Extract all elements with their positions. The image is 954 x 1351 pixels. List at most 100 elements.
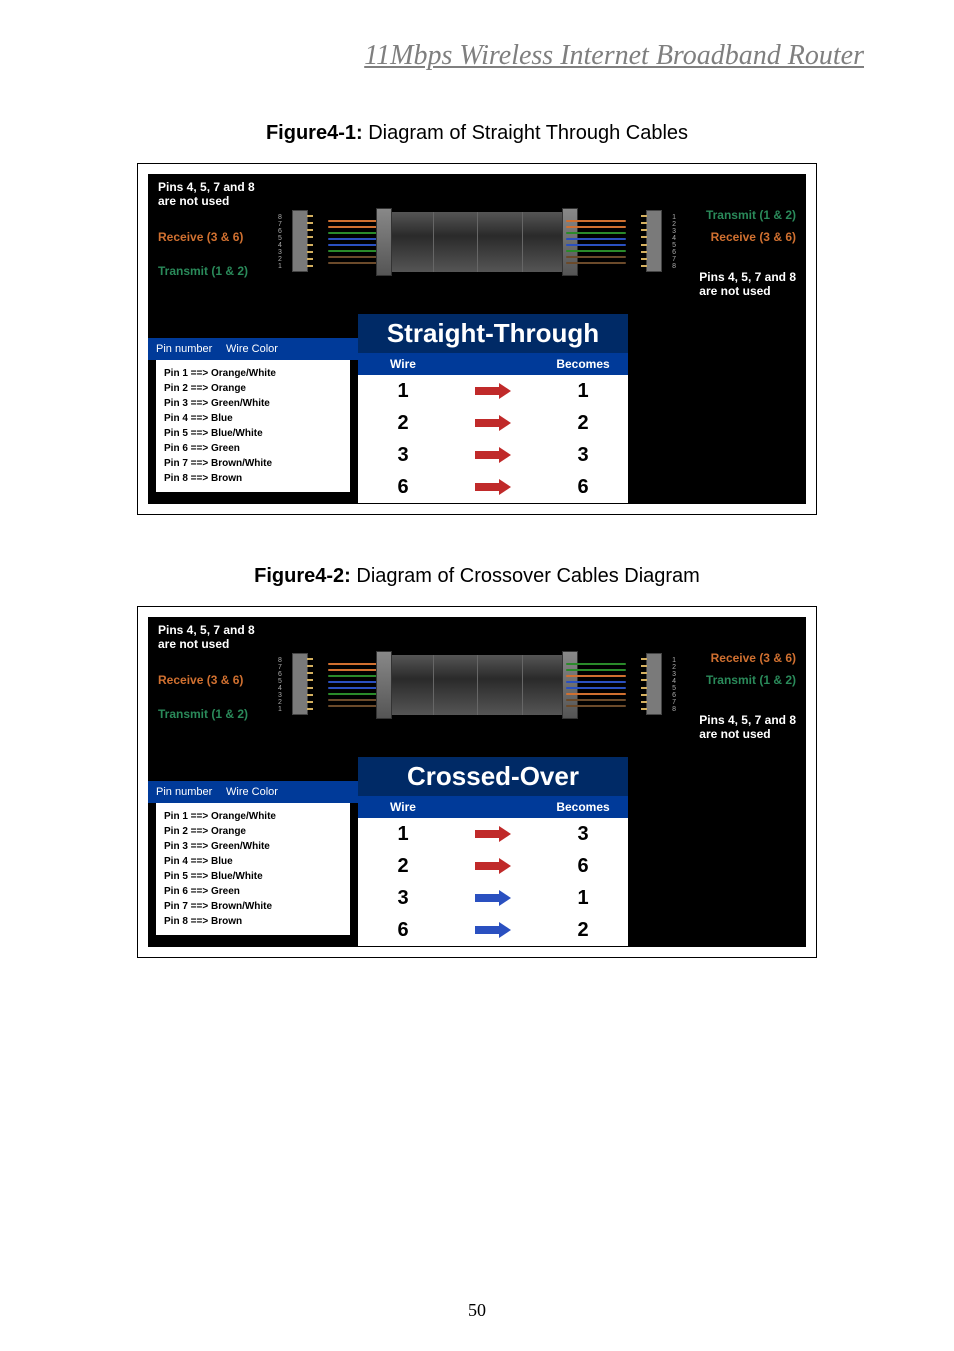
th-wire: Wire: [358, 800, 448, 814]
clamp-icon: [376, 208, 392, 276]
arrow-icon: [475, 892, 511, 904]
fig2-left-pins-label: Pins 4, 5, 7 and 8 are not used: [158, 623, 255, 651]
cell-wire: 6: [358, 476, 448, 499]
cell-wire: 2: [358, 855, 448, 878]
pin-list-item: Pin 7 ==> Brown/White: [164, 899, 342, 914]
figure1-caption-bold: Figure4-1:: [266, 122, 363, 144]
fig1-left-receive-label: Receive (3 & 6): [158, 230, 243, 244]
table-row: 22: [358, 407, 628, 439]
pin-list-item: Pin 6 ==> Green: [164, 441, 342, 456]
fig2-table: Crossed-Over Wire Becomes 13263162: [358, 757, 628, 947]
pin-header-col1: Pin number: [156, 343, 226, 355]
arrow-icon: [475, 924, 511, 936]
fig1-left-pins-label: Pins 4, 5, 7 and 8 are not used: [158, 180, 255, 208]
rj45-left-icon: [292, 210, 308, 272]
pin-list-item: Pin 1 ==> Orange/White: [164, 809, 342, 824]
pin-list-item: Pin 5 ==> Blue/White: [164, 869, 342, 884]
cell-becomes: 3: [538, 823, 628, 846]
fig2-right-fill: [628, 757, 806, 947]
clamp-icon: [376, 651, 392, 719]
cell-becomes: 6: [538, 855, 628, 878]
cell-becomes: 2: [538, 412, 628, 435]
fig2-pin-header: Pin number Wire Color: [148, 781, 358, 803]
figure2-caption-bold: Figure4-2:: [254, 565, 351, 587]
fig1-table-header: Wire Becomes: [358, 353, 628, 375]
fig1-table-rows: 11223366: [358, 375, 628, 503]
table-row: 62: [358, 914, 628, 946]
th-wire: Wire: [358, 357, 448, 371]
arrow-icon: [475, 828, 511, 840]
fig1-right-fill: [628, 314, 806, 504]
fig1-pin-header: Pin number Wire Color: [148, 338, 358, 360]
cell-wire: 1: [358, 823, 448, 846]
figure1-inner: Pins 4, 5, 7 and 8 are not used Receive …: [148, 174, 806, 504]
cable-jacket-icon: [388, 655, 566, 715]
rj45-left-icon: [292, 653, 308, 715]
fig2-left-transmit-label: Transmit (1 & 2): [158, 707, 248, 721]
page-number: 50: [0, 1300, 954, 1321]
figure2-frame: Pins 4, 5, 7 and 8 are not used Receive …: [137, 606, 817, 958]
arrow-icon: [475, 417, 511, 429]
fig2-pin-list: Pin 1 ==> Orange/WhitePin 2 ==> OrangePi…: [156, 803, 350, 935]
figure1-frame: Pins 4, 5, 7 and 8 are not used Receive …: [137, 163, 817, 515]
cell-wire: 3: [358, 444, 448, 467]
fig2-right-pins-label: Pins 4, 5, 7 and 8 are not used: [699, 713, 796, 741]
cell-becomes: 1: [538, 887, 628, 910]
fig1-section-title: Straight-Through: [358, 314, 628, 353]
fig1-table: Straight-Through Wire Becomes 11223366: [358, 314, 628, 504]
fig2-table-rows: 13263162: [358, 818, 628, 946]
arrow-icon: [475, 385, 511, 397]
table-row: 31: [358, 882, 628, 914]
cell-wire: 2: [358, 412, 448, 435]
fig2-left-receive-label: Receive (3 & 6): [158, 673, 243, 687]
fig2-cable: [328, 655, 626, 715]
cell-becomes: 2: [538, 919, 628, 942]
fig1-right-pins-label: Pins 4, 5, 7 and 8 are not used: [699, 270, 796, 298]
fig1-pin-list: Pin 1 ==> Orange/WhitePin 2 ==> Orange Pi…: [156, 360, 350, 492]
cable-jacket-icon: [388, 212, 566, 272]
pin-header-col2: Wire Color: [226, 343, 278, 355]
pin-list-item: Pin 6 ==> Green: [164, 884, 342, 899]
cell-wire: 1: [358, 380, 448, 403]
fig2-wires-right: [566, 663, 626, 707]
figure2-cable-area: Pins 4, 5, 7 and 8 are not used Receive …: [148, 617, 806, 747]
figure2-inner: Pins 4, 5, 7 and 8 are not used Receive …: [148, 617, 806, 947]
arrow-icon: [475, 481, 511, 493]
pin-list-item: Pin 8 ==> Brown: [164, 914, 342, 929]
pin-list-item: Pin 8 ==> Brown: [164, 471, 342, 486]
pin-list-item: Pin 1 ==> Orange/White: [164, 366, 342, 381]
fig2-bottom: Pin number Wire Color Pin 1 ==> Orange/W…: [148, 757, 806, 947]
fig2-right-pin-numbers: 12345678: [672, 657, 676, 709]
pin-list-item: Pin 4 ==> Blue: [164, 411, 342, 426]
fig2-section-title: Crossed-Over: [358, 757, 628, 796]
cell-becomes: 3: [538, 444, 628, 467]
pin-header-col2: Wire Color: [226, 786, 278, 798]
rj45-right-icon: [646, 653, 662, 715]
header-title: 11Mbps Wireless Internet Broadband Route…: [80, 40, 874, 72]
fig1-bottom: Pin number Wire Color Pin 1 ==> Orange/W…: [148, 314, 806, 504]
table-row: 26: [358, 850, 628, 882]
fig1-right-pin-numbers: 12345678: [672, 214, 676, 266]
figure2-caption-text: Diagram of Crossover Cables Diagram: [351, 565, 700, 587]
fig1-left-pin-numbers: 87654321: [278, 214, 282, 266]
pin-list-item: Pin 5 ==> Blue/White: [164, 426, 342, 441]
pin-list-item: Pin 3 ==> Green/White: [164, 839, 342, 854]
th-becomes: Becomes: [538, 357, 628, 371]
table-row: 66: [358, 471, 628, 503]
document-page: 11Mbps Wireless Internet Broadband Route…: [0, 0, 954, 1351]
table-row: 33: [358, 439, 628, 471]
cell-becomes: 1: [538, 380, 628, 403]
rj45-right-icon: [646, 210, 662, 272]
pin-list-item: Pin 4 ==> Blue: [164, 854, 342, 869]
cell-wire: 6: [358, 919, 448, 942]
figure1-caption: Figure4-1: Diagram of Straight Through C…: [80, 122, 874, 145]
cell-becomes: 6: [538, 476, 628, 499]
pin-list-item: Pin 2 ==> Orange: [164, 381, 342, 396]
pin-header-col1: Pin number: [156, 786, 226, 798]
fig1-cable: [328, 212, 626, 272]
figure1-cable-area: Pins 4, 5, 7 and 8 are not used Receive …: [148, 174, 806, 304]
th-becomes: Becomes: [538, 800, 628, 814]
fig2-left-panel: Pin number Wire Color Pin 1 ==> Orange/W…: [148, 757, 358, 947]
figure1-caption-text: Diagram of Straight Through Cables: [363, 122, 688, 144]
fig2-right-receive-label: Receive (3 & 6): [711, 651, 796, 665]
